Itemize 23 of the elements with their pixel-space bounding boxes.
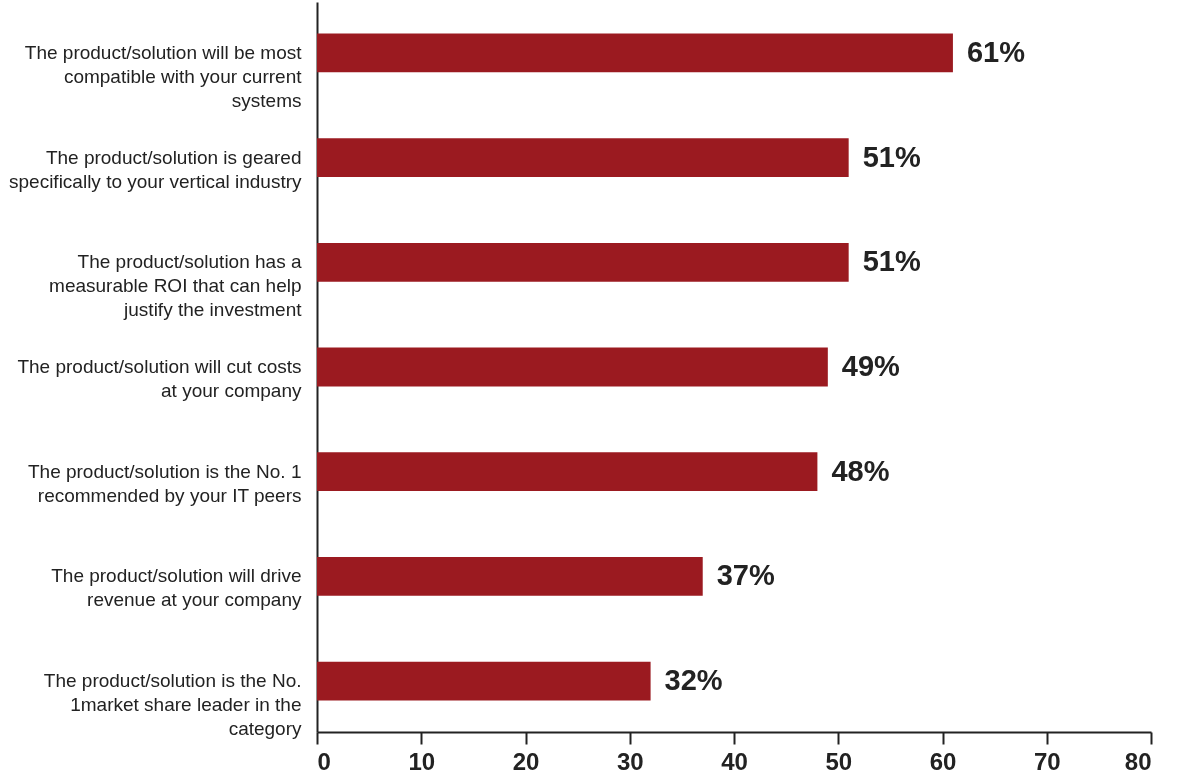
data-label: 61% <box>966 35 1026 68</box>
x-tick-label: 30 <box>616 747 644 775</box>
y-tick-label: The product/solution will drive revenue at your company <box>51 565 302 611</box>
x-tick-label: 80 <box>1124 747 1152 775</box>
y-tick-label: The product/solution will be most compatible with your current systems <box>24 41 303 111</box>
x-tick-label: 40 <box>721 747 748 775</box>
x-tick-label: 60 <box>929 747 957 775</box>
y-tick-label: The product/solution has a measurable ROI that can help justify the investment <box>49 251 303 321</box>
y-tick-label: The product/solution is the No. 1market share leader in the category <box>43 670 302 740</box>
y-tick-label: The product/solution will cut costs at your company <box>17 356 302 401</box>
data-label: 49% <box>841 350 901 382</box>
data-label: 48% <box>831 454 890 487</box>
x-tick-label: 70 <box>1033 747 1061 775</box>
x-tick-label: 20 <box>512 747 540 775</box>
x-tick-label: 0 <box>317 747 331 775</box>
data-label: 32% <box>664 664 723 697</box>
data-label: 51% <box>862 140 921 173</box>
data-label: 37% <box>716 559 775 592</box>
y-tick-label: The product/solution is geared specifically to your vertical industry <box>9 146 302 192</box>
x-tick-label: 10 <box>408 747 436 775</box>
y-tick-label: The product/solution is the No. 1 recommended by your IT peers <box>27 460 302 506</box>
x-tick-label: 50 <box>825 747 853 775</box>
data-label: 51% <box>862 245 921 278</box>
